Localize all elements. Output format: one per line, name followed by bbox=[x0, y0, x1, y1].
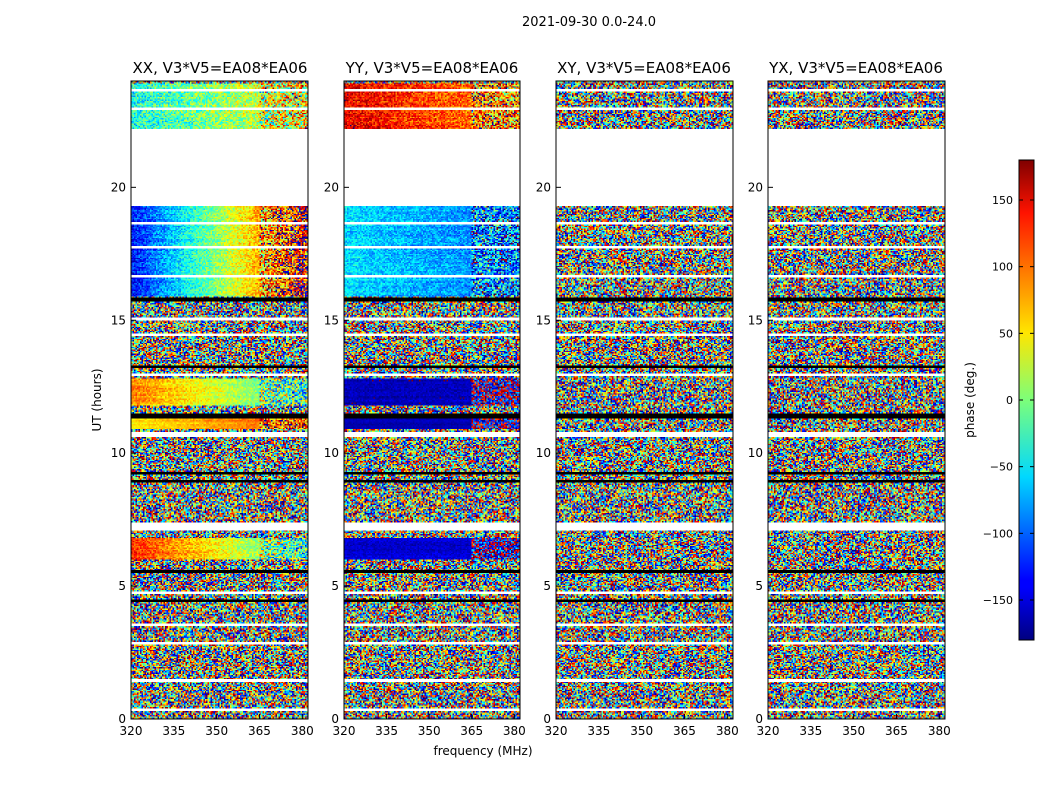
heatmap-yx bbox=[768, 81, 945, 719]
y-tick-label: 20 bbox=[111, 180, 126, 194]
panel-title-xy: XY, V3*V5=EA08*EA06 bbox=[557, 59, 731, 77]
colorbar-tick-label: −100 bbox=[983, 527, 1013, 540]
x-tick-label: 320 bbox=[757, 724, 780, 738]
x-tick-label: 380 bbox=[291, 724, 314, 738]
x-tick-label: 335 bbox=[162, 724, 185, 738]
y-tick-label: 10 bbox=[324, 446, 339, 460]
y-tick-label: 0 bbox=[543, 712, 551, 726]
x-tick-label: 380 bbox=[503, 724, 526, 738]
y-axis-label: UT (hours) bbox=[90, 368, 104, 431]
x-tick-label: 320 bbox=[545, 724, 568, 738]
heatmap-xx bbox=[131, 81, 308, 719]
y-tick-label: 20 bbox=[324, 180, 339, 194]
x-tick-label: 365 bbox=[460, 724, 483, 738]
x-tick-label: 365 bbox=[248, 724, 271, 738]
panel-xx: XX, V3*V5=EA08*EA06 320 335 350 365 380 0 5 10 1… bbox=[111, 59, 314, 738]
x-tick-label: 350 bbox=[630, 724, 653, 738]
panel-yx: YX, V3*V5=EA08*EA06 320 335 350 365 380 0 5 10 1… bbox=[748, 59, 951, 738]
heatmap-yy bbox=[344, 81, 520, 719]
y-tick-label: 10 bbox=[536, 446, 551, 460]
colorbar: 150 100 50 0 −50 −100 −150 phase (deg.) bbox=[963, 159, 1035, 641]
x-tick-label: 380 bbox=[716, 724, 739, 738]
y-tick-label: 15 bbox=[324, 313, 339, 327]
axes-frame-yy bbox=[343, 80, 521, 720]
y-tick-label: 0 bbox=[755, 712, 763, 726]
colorbar-tick-label: 50 bbox=[999, 327, 1013, 340]
y-tick-label: 10 bbox=[748, 446, 763, 460]
x-tick-label: 380 bbox=[928, 724, 951, 738]
y-tick-label: 20 bbox=[748, 180, 763, 194]
y-tick-label: 10 bbox=[111, 446, 126, 460]
x-tick-label: 320 bbox=[120, 724, 143, 738]
colorbar-tick-label: 100 bbox=[992, 261, 1013, 274]
y-tick-label: 5 bbox=[118, 579, 126, 593]
colorbar-tick-label: −150 bbox=[983, 594, 1013, 607]
x-tick-label: 335 bbox=[375, 724, 398, 738]
panel-xy: XY, V3*V5=EA08*EA06 320 335 350 365 380 0 5 10 1… bbox=[536, 59, 739, 738]
colorbar-tick-label: 0 bbox=[1006, 394, 1013, 407]
y-tick-label: 5 bbox=[755, 579, 763, 593]
colorbar-tick-label: −50 bbox=[990, 461, 1013, 474]
x-tick-label: 365 bbox=[673, 724, 696, 738]
y-tick-label: 15 bbox=[536, 313, 551, 327]
x-axis-label: frequency (MHz) bbox=[433, 744, 532, 758]
x-tick-label: 350 bbox=[842, 724, 865, 738]
x-tick-label: 350 bbox=[205, 724, 228, 738]
axes-frame-yx bbox=[767, 80, 946, 720]
panel-yy: YY, V3*V5=EA08*EA06 320 335 350 365 380 0 5 10 1… bbox=[324, 59, 526, 738]
heatmap-xy bbox=[556, 81, 733, 719]
x-tick-label: 365 bbox=[885, 724, 908, 738]
y-tick-label: 5 bbox=[331, 579, 339, 593]
y-tick-label: 15 bbox=[111, 313, 126, 327]
axes-frame-xy bbox=[555, 80, 734, 720]
y-tick-label: 15 bbox=[748, 313, 763, 327]
colorbar-label: phase (deg.) bbox=[963, 362, 977, 438]
x-tick-label: 335 bbox=[799, 724, 822, 738]
colorbar-tick-label: 150 bbox=[992, 194, 1013, 207]
y-tick-label: 20 bbox=[536, 180, 551, 194]
figure-suptitle: 2021-09-30 0.0-24.0 bbox=[522, 15, 656, 30]
y-tick-label: 0 bbox=[118, 712, 126, 726]
x-tick-label: 335 bbox=[587, 724, 610, 738]
panel-title-yx: YX, V3*V5=EA08*EA06 bbox=[768, 59, 943, 77]
y-tick-label: 0 bbox=[331, 712, 339, 726]
x-tick-label: 320 bbox=[333, 724, 356, 738]
axes-frame-xx bbox=[130, 80, 309, 720]
x-tick-label: 350 bbox=[418, 724, 441, 738]
y-tick-label: 5 bbox=[543, 579, 551, 593]
panel-title-yy: YY, V3*V5=EA08*EA06 bbox=[345, 59, 519, 77]
panel-title-xx: XX, V3*V5=EA08*EA06 bbox=[133, 59, 308, 77]
